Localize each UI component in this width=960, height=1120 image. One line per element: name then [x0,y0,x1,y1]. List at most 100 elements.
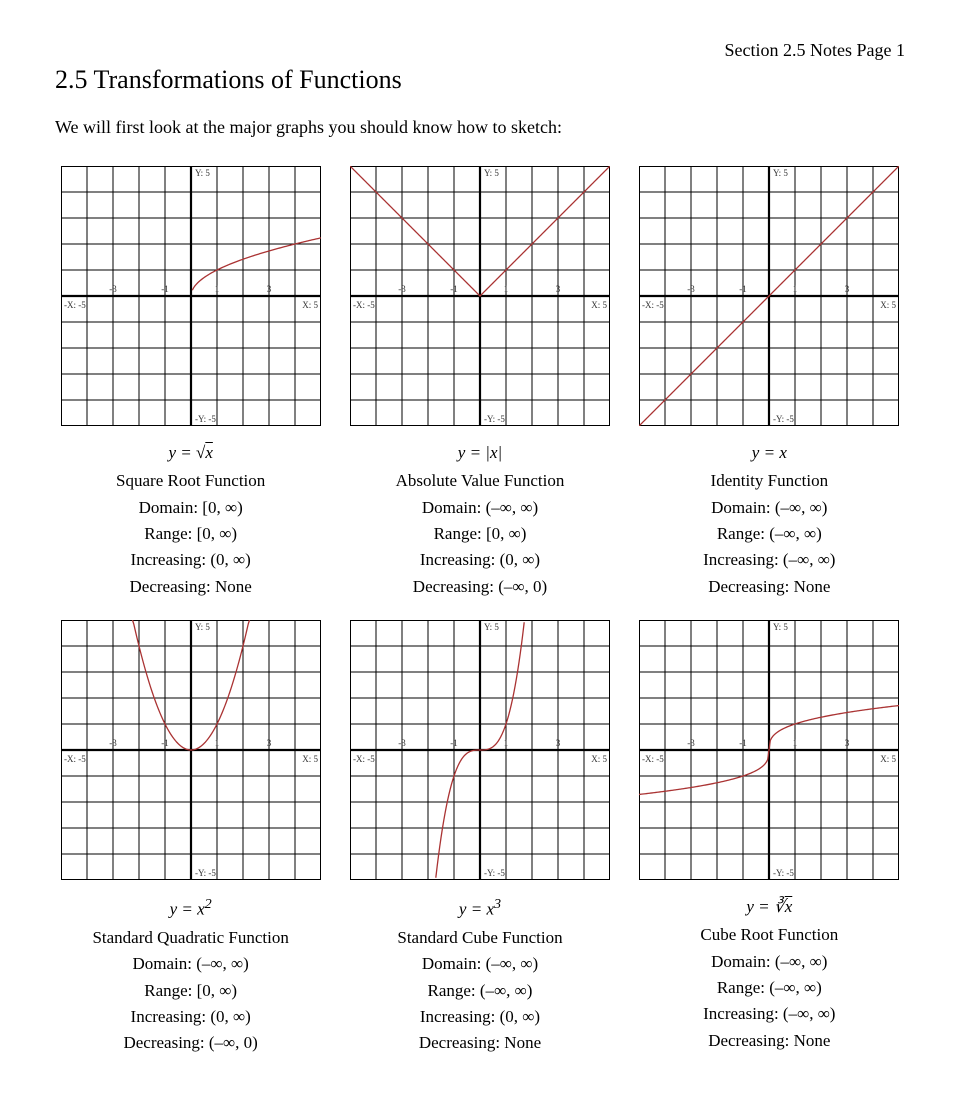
svg-text:3: 3 [556,738,561,748]
desc-identity: y = x Identity Function Domain: (–∞, ∞) … [634,440,905,600]
svg-text:-1: -1 [450,284,458,294]
domain-cbrt: Domain: (–∞, ∞) [634,949,905,975]
cell-cube: -3-113-X: -5X: 5Y: 5-Y: -5 y = x3 Standa… [344,620,615,1057]
svg-text:-1: -1 [161,738,169,748]
svg-text:-Y: -5: -Y: -5 [484,868,505,878]
name-identity: Identity Function [634,468,905,494]
svg-text:1: 1 [214,284,219,294]
svg-text:-3: -3 [688,284,696,294]
range-quad: Range: [0, ∞) [55,978,326,1004]
svg-text:-3: -3 [398,284,406,294]
svg-text:-3: -3 [109,738,117,748]
range-cube: Range: (–∞, ∞) [344,978,615,1004]
graph-quad: -3-113-X: -5X: 5Y: 5-Y: -5 [55,620,326,880]
name-sqrt: Square Root Function [55,468,326,494]
dec-abs: Decreasing: (–∞, 0) [344,574,615,600]
eq-quad: y = x2 [55,894,326,923]
svg-text:-X: -5: -X: -5 [642,754,664,764]
range-cbrt: Range: (–∞, ∞) [634,975,905,1001]
svg-text:-1: -1 [740,284,748,294]
svg-text:Y: 5: Y: 5 [484,168,499,178]
svg-text:-1: -1 [161,284,169,294]
graph-sqrt: -3 -1 1 3 -X: -5 X: 5 Y: 5 -Y: -5 [55,166,326,426]
svg-text:X: 5: X: 5 [302,300,318,310]
dec-identity: Decreasing: None [634,574,905,600]
dec-quad: Decreasing: (–∞, 0) [55,1030,326,1056]
svg-text:Y: 5: Y: 5 [484,622,499,632]
svg-text:-Y: -5: -Y: -5 [195,868,216,878]
svg-text:3: 3 [266,284,271,294]
eq-identity: y = x [634,440,905,466]
domain-cube: Domain: (–∞, ∞) [344,951,615,977]
desc-quad: y = x2 Standard Quadratic Function Domai… [55,894,326,1057]
svg-text:-Y: -5: -Y: -5 [773,868,794,878]
svg-text:3: 3 [266,738,271,748]
inc-quad: Increasing: (0, ∞) [55,1004,326,1030]
svg-text:Y: 5: Y: 5 [195,168,210,178]
cell-quad: -3-113-X: -5X: 5Y: 5-Y: -5 y = x2 Standa… [55,620,326,1057]
svg-text:-3: -3 [109,284,117,294]
page-title: 2.5 Transformations of Functions [55,65,905,95]
svg-text:1: 1 [214,738,219,748]
svg-text:X: 5: X: 5 [881,300,897,310]
inc-sqrt: Increasing: (0, ∞) [55,547,326,573]
cell-abs: -3 -1 1 3 -X: -5 X: 5 Y: 5 -Y: -5 y = |x| Absol… [344,166,615,600]
range-identity: Range: (–∞, ∞) [634,521,905,547]
svg-text:-1: -1 [740,738,748,748]
inc-identity: Increasing: (–∞, ∞) [634,547,905,573]
svg-text:X: 5: X: 5 [881,754,897,764]
graph-row-1: -3 -1 1 3 -X: -5 X: 5 Y: 5 -Y: -5 y = √x Square… [55,166,905,600]
domain-identity: Domain: (–∞, ∞) [634,495,905,521]
svg-text:-X: -5: -X: -5 [353,754,375,764]
desc-cbrt: y = ∛x Cube Root Function Domain: (–∞, ∞… [634,894,905,1054]
name-cbrt: Cube Root Function [634,922,905,948]
svg-text:1: 1 [793,284,798,294]
eq-abs: y = |x| [344,440,615,466]
svg-text:3: 3 [845,738,850,748]
svg-text:-X: -5: -X: -5 [353,300,375,310]
desc-abs: y = |x| Absolute Value Function Domain: … [344,440,615,600]
svg-text:-X: -5: -X: -5 [642,300,664,310]
eq-sqrt: y = √x [55,440,326,466]
graph-abs: -3 -1 1 3 -X: -5 X: 5 Y: 5 -Y: -5 [344,166,615,426]
graph-cbrt: -3-113-X: -5X: 5Y: 5-Y: -5 [634,620,905,880]
graph-cube: -3-113-X: -5X: 5Y: 5-Y: -5 [344,620,615,880]
svg-text:-X: -5: -X: -5 [64,300,86,310]
svg-text:-Y: -5: -Y: -5 [484,414,505,424]
dec-cube: Decreasing: None [344,1030,615,1056]
inc-cbrt: Increasing: (–∞, ∞) [634,1001,905,1027]
svg-text:-Y: -5: -Y: -5 [195,414,216,424]
svg-text:-1: -1 [450,738,458,748]
svg-text:X: 5: X: 5 [591,300,607,310]
range-sqrt: Range: [0, ∞) [55,521,326,547]
svg-text:-X: -5: -X: -5 [64,754,86,764]
cell-sqrt: -3 -1 1 3 -X: -5 X: 5 Y: 5 -Y: -5 y = √x Square… [55,166,326,600]
domain-sqrt: Domain: [0, ∞) [55,495,326,521]
svg-text:X: 5: X: 5 [591,754,607,764]
domain-quad: Domain: (–∞, ∞) [55,951,326,977]
svg-text:-3: -3 [688,738,696,748]
svg-text:3: 3 [556,284,561,294]
eq-cbrt: y = ∛x [634,894,905,920]
desc-cube: y = x3 Standard Cube Function Domain: (–… [344,894,615,1057]
svg-text:-Y: -5: -Y: -5 [773,414,794,424]
name-cube: Standard Cube Function [344,925,615,951]
cell-cbrt: -3-113-X: -5X: 5Y: 5-Y: -5 y = ∛x Cube R… [634,620,905,1057]
dec-sqrt: Decreasing: None [55,574,326,600]
name-abs: Absolute Value Function [344,468,615,494]
svg-text:Y: 5: Y: 5 [195,622,210,632]
graph-identity: -3-113-X: -5X: 5Y: 5-Y: -5 [634,166,905,426]
svg-text:1: 1 [504,738,509,748]
cell-identity: -3-113-X: -5X: 5Y: 5-Y: -5 y = x Identit… [634,166,905,600]
svg-text:1: 1 [793,738,798,748]
svg-text:Y: 5: Y: 5 [773,168,788,178]
name-quad: Standard Quadratic Function [55,925,326,951]
graph-row-2: -3 -1 1 3 -X: -5 X: 5 Y: 5 -Y: -5 y = x2 Standa… [55,620,905,1057]
inc-cube: Increasing: (0, ∞) [344,1004,615,1030]
domain-abs: Domain: (–∞, ∞) [344,495,615,521]
desc-sqrt: y = √x Square Root Function Domain: [0, … [55,440,326,600]
intro-text: We will first look at the major graphs y… [55,117,905,138]
range-abs: Range: [0, ∞) [344,521,615,547]
svg-text:1: 1 [504,284,509,294]
section-header: Section 2.5 Notes Page 1 [55,40,905,61]
